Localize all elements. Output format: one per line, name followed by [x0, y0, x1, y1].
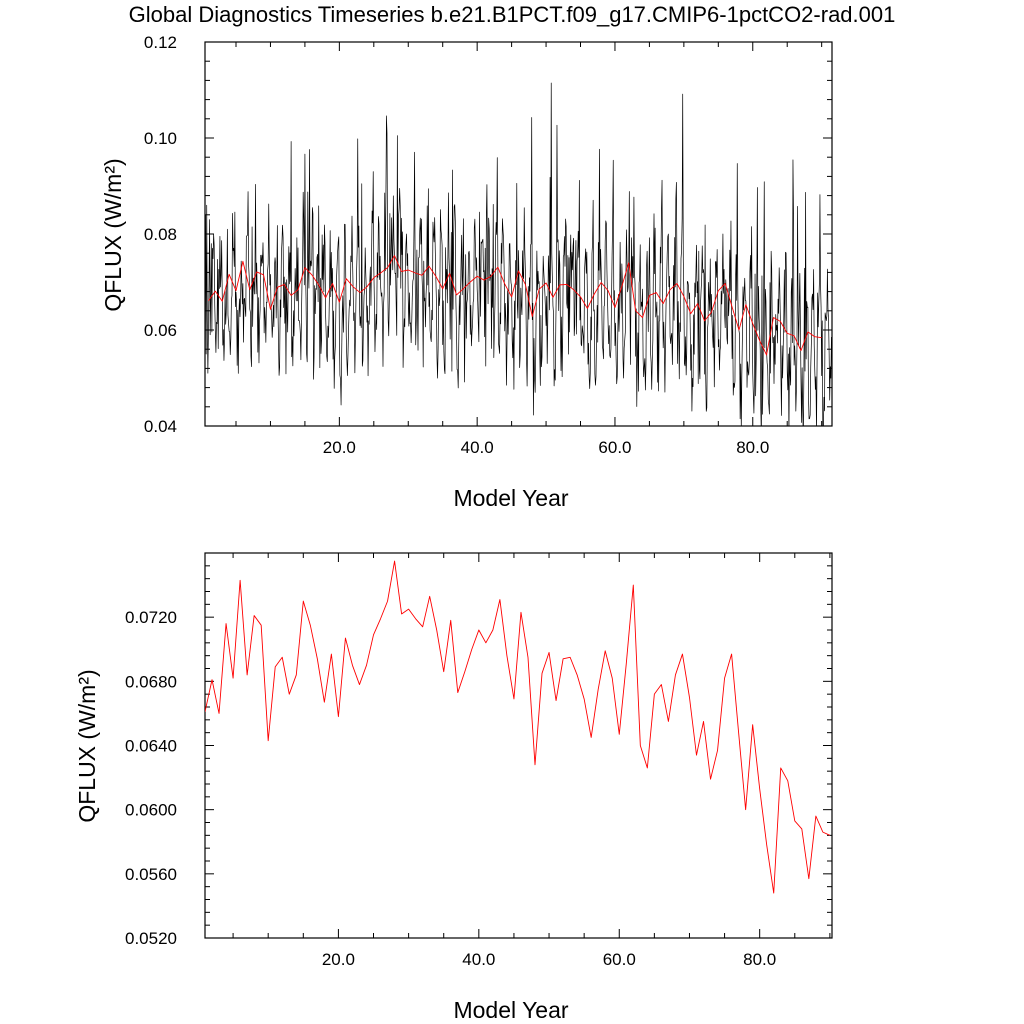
- plot-border: [204, 552, 833, 939]
- y-tick-label: 0.10: [144, 129, 177, 148]
- x-tick-label: 40.0: [461, 438, 494, 457]
- y-tick-label: 0.0680: [125, 672, 177, 691]
- chart-top: 20.0 40.0 60.0 80.0 0.04 0.06 0.08 0.10 0.12 Mod…: [100, 33, 833, 511]
- x-tick-label: 20.0: [322, 950, 355, 969]
- plot-border: [204, 41, 833, 427]
- page-title: Global Diagnostics Timeseries b.e21.B1PC…: [128, 2, 896, 27]
- series-line-monthly: [205, 82, 832, 426]
- y-tick-label: 0.06: [144, 321, 177, 340]
- x-axis-label: Model Year: [453, 997, 568, 1023]
- series-lines: [205, 82, 832, 426]
- x-tick-label: 20.0: [323, 438, 356, 457]
- y-tick-label: 0.0560: [125, 865, 177, 884]
- ticks: [205, 552, 832, 939]
- x-tick-label: 60.0: [598, 438, 631, 457]
- y-axis-label: QFLUX (W/m²): [74, 669, 100, 822]
- series-line-annual: [205, 560, 831, 894]
- y-tick-label: 0.04: [144, 417, 177, 436]
- x-tick-label: 60.0: [603, 950, 636, 969]
- plot-frame: [204, 552, 833, 939]
- tick-labels: 20.0 40.0 60.0 80.0 0.04 0.06 0.08 0.10 0.12: [144, 33, 769, 457]
- x-axis-label: Model Year: [453, 485, 568, 511]
- y-tick-label: 0.12: [144, 33, 177, 52]
- y-tick-label: 0.0720: [125, 608, 177, 627]
- y-tick-label: 0.0520: [125, 929, 177, 948]
- x-tick-label: 40.0: [462, 950, 495, 969]
- series-line-annual: [208, 255, 822, 356]
- x-tick-label: 80.0: [736, 438, 769, 457]
- y-axis-label: QFLUX (W/m²): [100, 158, 126, 311]
- y-tick-label: 0.0640: [125, 737, 177, 756]
- plot-frame: [204, 41, 833, 427]
- x-tick-label: 80.0: [743, 950, 776, 969]
- chart-bottom: 20.0 40.0 60.0 80.0 0.0520 0.0560 0.0600 0.0640…: [74, 552, 833, 1023]
- y-tick-label: 0.08: [144, 225, 177, 244]
- series-lines: [205, 560, 831, 894]
- ticks: [205, 41, 832, 427]
- y-tick-label: 0.0600: [125, 801, 177, 820]
- tick-labels: 20.0 40.0 60.0 80.0 0.0520 0.0560 0.0600 0.0640…: [125, 608, 776, 969]
